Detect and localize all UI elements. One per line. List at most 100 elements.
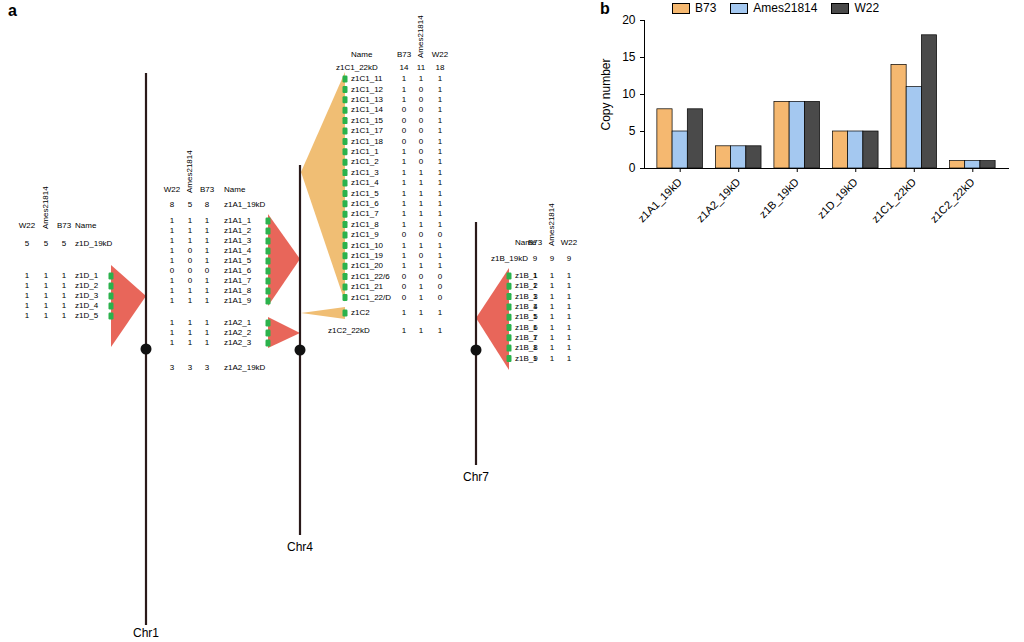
svg-text:1: 1 <box>62 301 67 310</box>
svg-text:1: 1 <box>438 178 443 187</box>
svg-text:0: 0 <box>188 266 193 275</box>
svg-text:1: 1 <box>188 286 193 295</box>
svg-text:1: 1 <box>170 296 175 305</box>
svg-text:1: 1 <box>419 308 424 317</box>
svg-text:W22: W22 <box>19 221 36 230</box>
svg-text:0: 0 <box>419 230 424 239</box>
svg-text:20: 20 <box>622 13 636 27</box>
svg-text:Name: Name <box>351 50 373 59</box>
svg-text:z1A1_19kD: z1A1_19kD <box>635 176 684 225</box>
svg-text:1: 1 <box>438 261 443 270</box>
svg-text:1: 1 <box>205 286 210 295</box>
svg-text:z1C1_15: z1C1_15 <box>351 116 384 125</box>
svg-text:1: 1 <box>44 281 49 290</box>
svg-text:1: 1 <box>550 343 555 352</box>
svg-text:z1A2_1: z1A2_1 <box>224 318 252 327</box>
svg-text:1: 1 <box>550 323 555 332</box>
svg-text:Chr4: Chr4 <box>287 540 313 554</box>
svg-text:z1C1_2: z1C1_2 <box>351 157 379 166</box>
svg-text:1: 1 <box>62 281 67 290</box>
svg-text:1: 1 <box>419 261 424 270</box>
svg-text:1: 1 <box>438 95 443 104</box>
svg-text:z1C1_12: z1C1_12 <box>351 85 384 94</box>
svg-text:0: 0 <box>402 105 407 114</box>
svg-text:z1A1_2: z1A1_2 <box>224 226 252 235</box>
svg-text:1: 1 <box>550 271 555 280</box>
svg-text:9: 9 <box>550 254 555 263</box>
svg-text:z1A1_6: z1A1_6 <box>224 266 252 275</box>
svg-text:0: 0 <box>629 161 636 175</box>
svg-text:1: 1 <box>550 292 555 301</box>
svg-text:1: 1 <box>25 311 30 320</box>
svg-text:W22: W22 <box>164 185 181 194</box>
svg-text:0: 0 <box>419 116 424 125</box>
svg-text:1: 1 <box>402 147 407 156</box>
svg-text:z1B_5: z1B_5 <box>515 312 538 321</box>
svg-text:1: 1 <box>188 216 193 225</box>
svg-text:0: 0 <box>419 137 424 146</box>
svg-text:1: 1 <box>402 308 407 317</box>
svg-text:0: 0 <box>419 126 424 135</box>
svg-text:1: 1 <box>62 291 67 300</box>
svg-text:1: 1 <box>188 296 193 305</box>
svg-text:z1B_4: z1B_4 <box>515 302 538 311</box>
svg-text:1: 1 <box>438 137 443 146</box>
svg-text:1: 1 <box>567 333 572 342</box>
svg-text:z1C1_4: z1C1_4 <box>351 178 379 187</box>
svg-text:3: 3 <box>170 363 175 372</box>
svg-text:1: 1 <box>402 261 407 270</box>
svg-text:z1A2_3: z1A2_3 <box>224 338 252 347</box>
svg-text:1: 1 <box>205 276 210 285</box>
svg-text:z1C1_18: z1C1_18 <box>351 137 384 146</box>
svg-text:1: 1 <box>402 241 407 250</box>
svg-text:z1A2_19kD: z1A2_19kD <box>224 363 266 372</box>
svg-text:1: 1 <box>170 226 175 235</box>
svg-text:18: 18 <box>436 63 445 72</box>
svg-text:1: 1 <box>170 328 175 337</box>
svg-text:1: 1 <box>402 209 407 218</box>
svg-text:1: 1 <box>205 338 210 347</box>
svg-text:1: 1 <box>567 354 572 363</box>
svg-text:z1C1_9: z1C1_9 <box>351 230 379 239</box>
svg-text:z1C1_19: z1C1_19 <box>351 251 384 260</box>
svg-text:z1B_1: z1B_1 <box>515 271 538 280</box>
svg-text:0: 0 <box>402 293 407 302</box>
svg-text:Chr1: Chr1 <box>133 626 159 640</box>
svg-text:1: 1 <box>205 246 210 255</box>
svg-text:1: 1 <box>419 74 424 83</box>
svg-text:3: 3 <box>205 363 210 372</box>
svg-text:z1C1_5: z1C1_5 <box>351 189 379 198</box>
svg-text:z1B_19kD: z1B_19kD <box>491 254 528 263</box>
svg-text:1: 1 <box>170 216 175 225</box>
svg-text:1: 1 <box>170 276 175 285</box>
svg-text:1: 1 <box>419 282 424 291</box>
svg-text:1: 1 <box>419 199 424 208</box>
svg-text:z1C1_10: z1C1_10 <box>351 241 384 250</box>
svg-text:0: 0 <box>170 266 175 275</box>
svg-text:1: 1 <box>402 326 407 335</box>
svg-text:1: 1 <box>438 85 443 94</box>
svg-text:1: 1 <box>205 328 210 337</box>
svg-text:z1C1_22/D: z1C1_22/D <box>351 293 391 302</box>
svg-text:0: 0 <box>438 282 443 291</box>
svg-text:1: 1 <box>188 328 193 337</box>
svg-text:Ames21814: Ames21814 <box>547 203 556 246</box>
svg-text:5: 5 <box>188 200 193 209</box>
svg-text:1: 1 <box>62 271 67 280</box>
svg-text:0: 0 <box>402 137 407 146</box>
svg-text:1: 1 <box>44 271 49 280</box>
svg-text:1: 1 <box>170 338 175 347</box>
svg-text:1: 1 <box>205 226 210 235</box>
svg-text:z1A1_3: z1A1_3 <box>224 236 252 245</box>
svg-text:z1A1_7: z1A1_7 <box>224 276 252 285</box>
svg-text:z1C1_22kD: z1C1_22kD <box>869 176 918 225</box>
svg-text:1: 1 <box>402 178 407 187</box>
svg-text:z1C1_20: z1C1_20 <box>351 261 384 270</box>
svg-text:z1C2_22kD: z1C2_22kD <box>328 326 370 335</box>
svg-text:1: 1 <box>170 256 175 265</box>
svg-text:1: 1 <box>438 147 443 156</box>
svg-text:0: 0 <box>402 126 407 135</box>
svg-text:z1C1_14: z1C1_14 <box>351 105 384 114</box>
svg-text:1: 1 <box>44 291 49 300</box>
svg-text:1: 1 <box>62 311 67 320</box>
